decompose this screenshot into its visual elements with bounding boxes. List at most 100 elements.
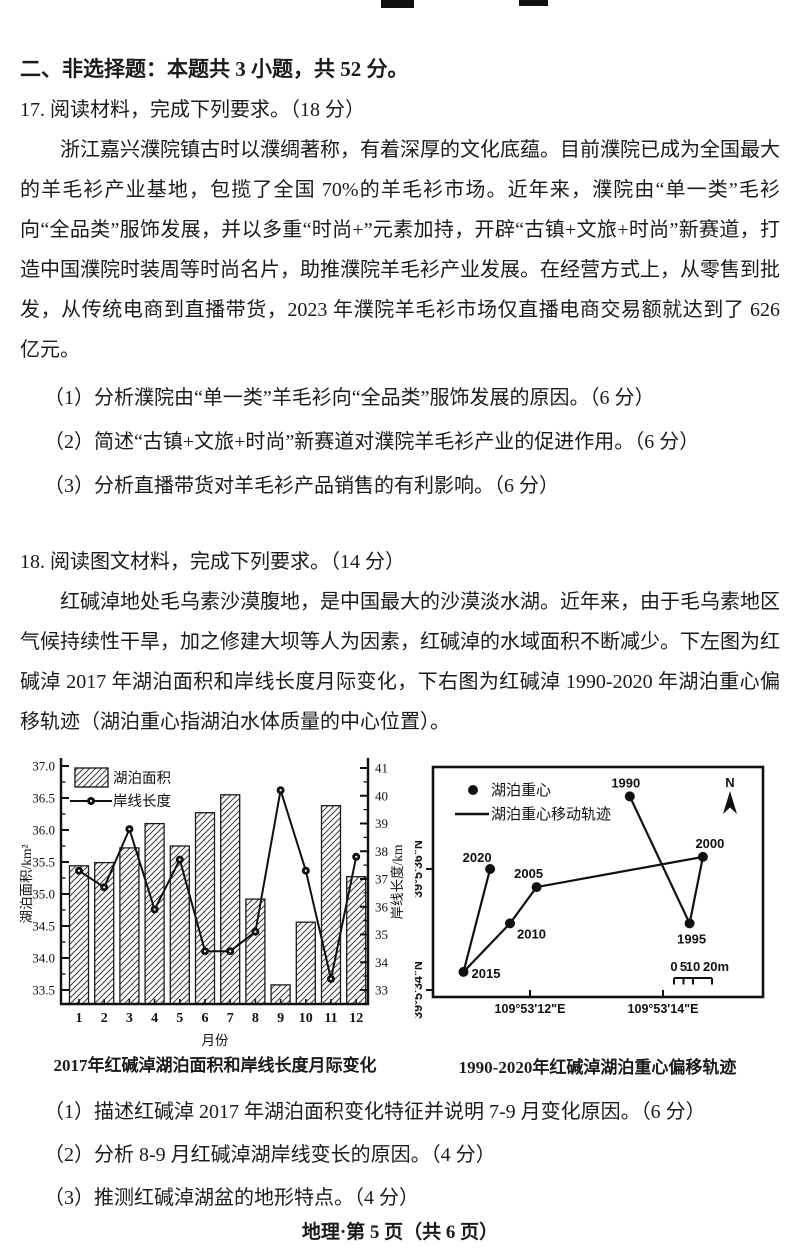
svg-text:36: 36 (375, 899, 389, 914)
question-18: 18. 阅读图文材料，完成下列要求。（14 分） 红碱淖地处毛乌素沙漠腹地，是中… (19, 546, 780, 1220)
centroid-point-2005 (531, 882, 542, 893)
svg-text:40: 40 (375, 788, 388, 803)
svg-text:41: 41 (375, 761, 388, 776)
svg-text:39°5'34"N: 39°5'34"N (415, 961, 425, 1019)
centroid-label-2010: 2010 (517, 926, 546, 941)
svg-text:35.5: 35.5 (32, 855, 55, 870)
lake-area-bar-month-1 (68, 865, 90, 1005)
legend-dot-label: 湖泊重心 (491, 782, 551, 799)
svg-text:6: 6 (202, 1011, 209, 1026)
legend-track-label: 湖泊重心移动轨迹 (491, 806, 611, 823)
figure-lake-area-chart: 37.0 36.5 36.0 35.5 35.0 34.5 34.0 33.5 41 40 39 38… (19, 754, 410, 1077)
svg-text:10: 10 (686, 959, 700, 974)
svg-text:12: 12 (349, 1011, 363, 1026)
centroid-point-1990 (624, 791, 635, 802)
lake-area-bar-month-8 (245, 898, 266, 1005)
question-17-material: 浙江嘉兴濮院镇古时以濮绸著称，有着深厚的文化底蕴。目前濮院已成为全国最大的羊毛衫… (20, 139, 780, 361)
map-frame (431, 765, 765, 999)
svg-text:20m: 20m (703, 959, 729, 974)
scan-artifact-mark (519, 0, 548, 6)
lake-chart-content: 37.036.536.035.535.034.534.033.541403938… (19, 758, 405, 1048)
svg-text:33.5: 33.5 (32, 983, 55, 998)
svg-text:34.5: 34.5 (32, 919, 55, 934)
svg-text:5: 5 (680, 959, 687, 974)
north-label: N (725, 775, 734, 790)
question-18-title: 18. 阅读图文材料，完成下列要求。（14 分） (20, 551, 405, 573)
svg-text:109°53'12"E: 109°53'12"E (495, 1002, 566, 1016)
section-heading: 二、非选择题：本题共 3 小题，共 52 分。 (20, 57, 409, 81)
svg-text:33: 33 (375, 983, 388, 998)
lake-area-bar-month-10 (295, 921, 316, 1005)
figures-row: 37.0 36.5 36.0 35.5 35.0 34.5 34.0 33.5 41 40 39 38… (19, 754, 780, 1079)
svg-text:7: 7 (227, 1011, 234, 1026)
figure-lake-area-caption: 2017年红碱淖湖泊面积和岸线长度月际变化 (53, 1056, 377, 1075)
legend-bar-swatch (74, 767, 109, 788)
svg-text:39: 39 (375, 816, 388, 831)
centroid-label-1995: 1995 (677, 931, 706, 946)
svg-text:38: 38 (375, 844, 388, 859)
lake-area-bar-month-5 (169, 845, 190, 1005)
question-17-subquestions: （1）分析濮院由“单一类”羊毛衫向“全品类”服饰发展的原因。（6 分） （2）简… (20, 376, 780, 508)
axes (59, 758, 370, 1006)
page-content: 二、非选择题：本题共 3 小题，共 52 分。 17. 阅读材料，完成下列要求。… (19, 57, 780, 1220)
question-17-sub-3: （3）分析直播带货对羊毛衫产品销售的有利影响。（6 分） (44, 475, 559, 497)
centroid-label-2015: 2015 (472, 966, 501, 981)
lake-area-bar-month-4 (144, 822, 165, 1005)
lake-area-bar-month-6 (194, 812, 216, 1005)
centroid-point-2010 (505, 918, 515, 929)
legend-line-label: 岸线长度 (113, 793, 171, 810)
lake-area-bar-month-7 (220, 794, 241, 1005)
svg-text:35.0: 35.0 (32, 887, 55, 902)
question-17: 17. 阅读材料，完成下列要求。（18 分） 浙江嘉兴濮院镇古时以濮绸著称，有着… (20, 94, 780, 508)
svg-text:36.0: 36.0 (32, 823, 55, 838)
centroid-label-1990: 1990 (611, 775, 640, 790)
centroid-label-2005: 2005 (514, 866, 543, 881)
centroid-label-2000: 2000 (695, 836, 724, 851)
centroid-point-2015 (458, 966, 469, 977)
lake-area-shoreline-chart: 37.036.536.035.535.034.534.033.541403938… (19, 758, 405, 1048)
lake-centroid-trajectory-chart: 39°5'34"N 39°5'36"N 109°53'12"E 109°53'14"E… (411, 765, 765, 1019)
north-arrow-icon (723, 791, 737, 814)
question-17-sub-1: （1）分析濮院由“单一类”羊毛衫向“全品类”服饰发展的原因。（6 分） (44, 387, 655, 409)
svg-text:11: 11 (324, 1011, 337, 1026)
svg-text:4: 4 (151, 1011, 158, 1026)
figure-centroid-chart: 39°5'34"N 39°5'36"N 109°53'12"E 109°53'14"E… (411, 754, 780, 1079)
centroid-label-2020: 2020 (463, 850, 492, 865)
scan-artifact-mark (381, 0, 414, 8)
trajectory-chart-content: 39°5'34"N 39°5'36"N 109°53'12"E 109°53'14"E… (411, 765, 765, 1019)
svg-text:37: 37 (375, 872, 389, 887)
svg-text:0: 0 (670, 959, 677, 974)
centroid-point-2020 (485, 864, 496, 874)
svg-text:35: 35 (375, 927, 388, 942)
figure-centroid-caption: 1990-2020年红碱淖湖泊重心偏移轨迹 (458, 1058, 737, 1077)
svg-text:109°53'14"E: 109°53'14"E (628, 1002, 699, 1016)
legend-dot-swatch (468, 785, 478, 795)
left-axis-title: 湖泊面积/km² (20, 844, 34, 923)
shoreline-length-line (78, 789, 358, 980)
svg-text:39°5'36"N: 39°5'36"N (415, 840, 425, 898)
lake-area-bar-month-3 (119, 847, 140, 1005)
question-17-sub-2: （2）简述“古镇+文旅+时尚”新赛道对濮院羊毛衫产业的促进作用。（6 分） (44, 431, 700, 453)
svg-text:10: 10 (299, 1011, 313, 1026)
svg-text:8: 8 (252, 1011, 259, 1026)
svg-text:34: 34 (375, 955, 389, 970)
legend-bar-label: 湖泊面积 (113, 770, 171, 787)
svg-text:36.5: 36.5 (32, 791, 55, 806)
question-18-subquestions: （1）描述红碱淖 2017 年湖泊面积变化特征并说明 7-9 月变化原因。（6 … (20, 1091, 780, 1220)
svg-text:37.0: 37.0 (32, 759, 55, 774)
page-footer: 地理·第 5 页（共 6 页） (301, 1222, 499, 1243)
centroid-point-2000 (697, 851, 708, 862)
svg-text:3: 3 (126, 1011, 133, 1026)
x-axis-title: 月份 (202, 1033, 229, 1048)
right-axis-title: 岸线长度/km (390, 844, 405, 920)
svg-text:5: 5 (176, 1011, 183, 1026)
question-17-title: 17. 阅读材料，完成下列要求。（18 分） (20, 99, 365, 121)
svg-text:34.0: 34.0 (32, 951, 55, 966)
question-18-material: 红碱淖地处毛乌素沙漠腹地，是中国最大的沙漠淡水湖。近年来，由于毛乌素地区气候持续… (20, 591, 780, 733)
question-18-sub-3: （3）推测红碱淖湖盆的地形特点。（4 分） (44, 1187, 419, 1209)
question-18-sub-2: （2）分析 8-9 月红碱淖湖岸线变长的原因。（4 分） (44, 1144, 496, 1166)
svg-text:2: 2 (101, 1011, 108, 1026)
svg-text:9: 9 (277, 1011, 284, 1026)
lake-area-bar-month-12 (346, 876, 367, 1005)
